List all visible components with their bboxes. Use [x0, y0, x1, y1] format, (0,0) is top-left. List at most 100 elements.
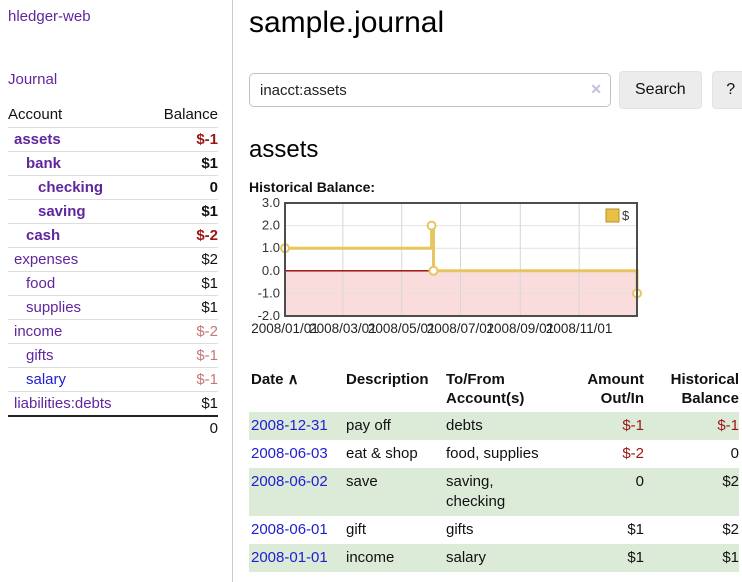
clear-search-icon[interactable]: ✕: [590, 81, 602, 97]
account-balance: $1: [145, 151, 218, 176]
account-balance: $-1: [145, 343, 218, 368]
account-balance: $1: [145, 199, 218, 224]
register-amount-cell: $1: [627, 521, 644, 538]
register-date-cell: 2008-01-01: [249, 544, 344, 572]
register-amount-cell: 0: [584, 468, 644, 516]
register-accounts-cell: debts: [444, 412, 584, 440]
register-description-cell: eat & shop: [346, 445, 418, 462]
account-balance: $1: [145, 295, 218, 320]
register-description-cell: save: [344, 468, 444, 516]
transaction-date-link[interactable]: 2008-06-02: [251, 473, 328, 490]
main-content: sample.journal ✕ Search ? assets Histori…: [233, 0, 742, 582]
svg-text:0.0: 0.0: [262, 263, 280, 278]
register-row: 2008-06-02 save saving, checking 0 $2: [249, 468, 739, 516]
register-balance-cell: $2: [644, 468, 739, 516]
register-header-date[interactable]: Date ∧: [251, 371, 299, 388]
chart-title: Historical Balance:: [249, 179, 376, 195]
register-amount-cell: $1: [584, 544, 644, 572]
page-title: sample.journal: [249, 6, 445, 39]
account-link-supplies[interactable]: supplies: [26, 299, 82, 316]
register-balance-cell: $-1: [644, 412, 739, 440]
account-row: saving $1: [8, 199, 218, 224]
svg-text:2008/09/01: 2008/09/01: [487, 321, 555, 336]
register-accounts-cell: saving, checking: [444, 468, 584, 516]
svg-text:2008/03/01: 2008/03/01: [309, 321, 377, 336]
account-row: salary $-1: [8, 367, 218, 392]
register-header-description: Description: [346, 371, 429, 388]
account-row: food $1: [8, 271, 218, 296]
account-row: cash $-2: [8, 223, 218, 248]
register-description-cell: income: [344, 544, 444, 572]
account-row: expenses $2: [8, 247, 218, 272]
account-heading: assets: [249, 136, 319, 163]
svg-text:2.0: 2.0: [262, 218, 280, 233]
transaction-date-link[interactable]: 2008-06-03: [251, 445, 328, 462]
register-header-amount: Amount Out/In: [587, 371, 644, 407]
account-link-expenses[interactable]: expenses: [14, 251, 79, 268]
transaction-date-link[interactable]: 2008-06-01: [251, 521, 328, 538]
account-link-saving[interactable]: saving: [38, 203, 86, 220]
account-row: assets $-1: [8, 127, 218, 152]
transaction-date-link[interactable]: 2008-12-31: [251, 417, 328, 434]
account-row: liabilities:debts $1: [8, 391, 218, 416]
account-link-salary[interactable]: salary: [26, 371, 67, 388]
register-row: 2008-06-01 gift gifts $1 $2: [249, 516, 739, 544]
register-amount-cell: $-1: [584, 412, 644, 440]
sort-asc-icon: ∧: [283, 371, 299, 388]
register-table: Date ∧ Description To/From Account(s) Amoun…: [249, 368, 739, 572]
account-link-checking[interactable]: checking: [38, 179, 104, 196]
account-link-liabilities-debts[interactable]: liabilities:debts: [14, 395, 112, 412]
account-link-food[interactable]: food: [26, 275, 56, 292]
register-balance-cell: $2: [722, 521, 739, 538]
account-link-bank[interactable]: bank: [26, 155, 62, 172]
register-row: 2008-01-01 income salary $1 $1: [249, 544, 739, 572]
account-row: supplies $1: [8, 295, 218, 320]
register-date-cell: 2008-06-02: [249, 468, 344, 516]
svg-text:-2.0: -2.0: [258, 308, 280, 323]
account-balance: $1: [145, 391, 218, 416]
accounts-header-account: Account: [8, 106, 63, 123]
account-link-income[interactable]: income: [14, 323, 63, 340]
account-link-gifts[interactable]: gifts: [26, 347, 54, 364]
account-balance: $-2: [145, 223, 218, 248]
journal-link[interactable]: Journal: [8, 71, 58, 88]
account-balance: $2: [145, 247, 218, 272]
svg-text:3.0: 3.0: [262, 198, 280, 210]
register-row: 2008-06-03 eat & shop food, supplies $-2 0: [249, 440, 739, 468]
register-accounts-cell: food, supplies: [446, 445, 539, 462]
account-row: gifts $-1: [8, 343, 218, 368]
account-link-cash[interactable]: cash: [26, 227, 61, 244]
account-balance: $-2: [145, 319, 218, 344]
app-title-link[interactable]: hledger-web: [8, 8, 91, 25]
account-row: bank $1: [8, 151, 218, 176]
account-row: income $-2: [8, 319, 218, 344]
transaction-date-link[interactable]: 2008-01-01: [251, 549, 328, 566]
register-header-tofrom: To/From Account(s): [446, 371, 525, 407]
search-input[interactable]: [249, 73, 611, 107]
svg-text:2008/07/01: 2008/07/01: [427, 321, 495, 336]
accounts-table: Account Balance assets $-1 bank $1 checking 0…: [8, 103, 218, 440]
register-date-cell: 2008-06-01: [249, 516, 344, 544]
svg-text:2008/11/01: 2008/11/01: [546, 321, 613, 336]
accounts-total-row: 0: [8, 415, 218, 440]
register-accounts-cell: salary: [444, 544, 584, 572]
account-link-assets[interactable]: assets: [14, 131, 61, 148]
svg-text:1.0: 1.0: [262, 240, 280, 255]
register-date-cell: 2008-12-31: [249, 412, 344, 440]
accounts-total-value: 0: [145, 415, 218, 440]
account-balance: 0: [145, 175, 218, 200]
search-form: ✕ Search ?: [249, 71, 742, 109]
register-header-historical: Historical Balance: [670, 371, 739, 407]
svg-text:2008/01/01: 2008/01/01: [251, 321, 319, 336]
register-row: 2008-12-31 pay off debts $-1 $-1: [249, 412, 739, 440]
search-button[interactable]: Search: [619, 71, 702, 109]
account-balance: $1: [145, 271, 218, 296]
register-balance-cell: $1: [644, 544, 739, 572]
help-button[interactable]: ?: [711, 71, 742, 109]
sidebar: hledger-web Journal Account Balance asse…: [0, 0, 233, 582]
account-balance: $-1: [145, 367, 218, 392]
register-balance-cell: 0: [730, 445, 739, 462]
svg-text:$: $: [622, 208, 630, 223]
register-amount-cell: $-2: [622, 445, 644, 462]
